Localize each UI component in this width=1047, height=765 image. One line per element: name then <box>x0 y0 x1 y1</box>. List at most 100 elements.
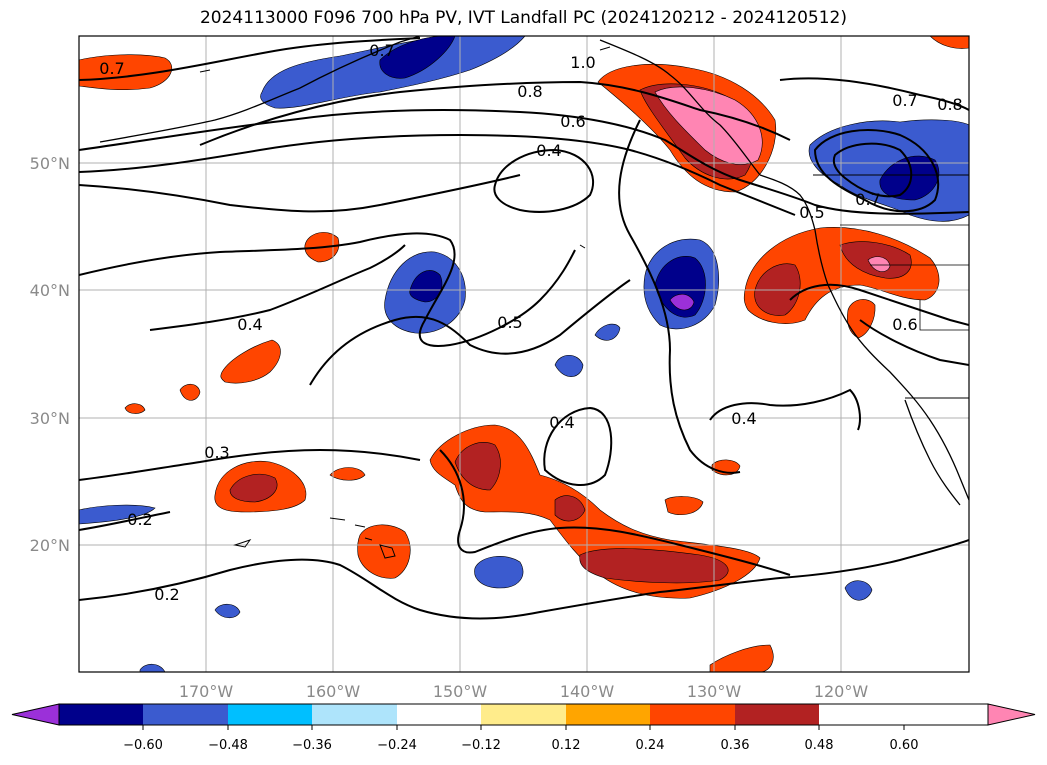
colorbar-segment-5 <box>397 704 481 725</box>
lat-tick-30n: 30°N <box>30 409 70 428</box>
contour-label-11: 0.4 <box>237 315 262 334</box>
cb-label-4: −0.24 <box>377 738 417 753</box>
contour-14 <box>439 449 791 576</box>
pos-region-small-c <box>664 496 704 515</box>
contour-label-2: 1.0 <box>570 53 595 72</box>
neg-region-bottom <box>139 663 166 672</box>
neg-region-east-pacific-min <box>669 293 695 311</box>
contour-east-1 <box>779 77 969 111</box>
pos-region-subtrop-w <box>220 339 281 384</box>
pos-region-sf <box>847 299 876 339</box>
neg-region-small-1 <box>554 354 584 377</box>
contour-label-16: 0.3 <box>204 443 229 462</box>
pos-region-central-inner-3 <box>554 495 586 522</box>
contour-7 <box>79 232 576 347</box>
coastlines <box>99 36 969 559</box>
contour-bc-loop <box>813 129 940 213</box>
colorbar: −0.60 −0.48 −0.36 −0.24 −0.12 0.12 0.24 … <box>11 703 1036 753</box>
lon-tick-170w: 170°W <box>179 682 234 701</box>
cb-label-2: −0.48 <box>208 738 248 753</box>
contour-label-5: 0.6 <box>560 112 585 131</box>
contour-15 <box>79 539 969 620</box>
pos-region-hawaii-blob <box>357 524 411 579</box>
colorbar-extend-low <box>11 703 60 726</box>
contour-labels: 0.7 1.0 0.7 0.8 0.6 0.4 0.8 0.7 0.5 0.7 … <box>99 41 962 604</box>
contour-bc-loop-2 <box>832 142 913 198</box>
colorbar-segment-3 <box>228 704 312 725</box>
colorbar-segment-4 <box>312 704 397 725</box>
contour-9 <box>309 279 631 386</box>
colorbar-ticks <box>142 725 905 730</box>
contour-label-9: 0.5 <box>799 203 824 222</box>
pos-region-central-inner <box>454 442 501 491</box>
contour-10 <box>618 119 741 474</box>
contour-12 <box>543 406 613 487</box>
coastline-bc-islands <box>759 174 816 231</box>
colorbar-segment-1 <box>59 704 143 725</box>
cb-label-6: 0.12 <box>552 738 581 753</box>
cb-label-7: 0.24 <box>636 738 665 753</box>
contour-label-18: 0.2 <box>154 585 179 604</box>
contour-label-17: 0.2 <box>127 510 152 529</box>
longitude-ticks: 170°W 160°W 150°W 140°W 130°W 120°W <box>179 682 869 701</box>
cb-label-10: 0.60 <box>890 738 919 753</box>
contour-label-10: 0.7 <box>855 190 880 209</box>
pos-region-tiny-1 <box>179 383 201 401</box>
contour-label-4: 0.8 <box>517 82 542 101</box>
contour-east-2 <box>789 283 969 326</box>
coastline-small-islands <box>233 517 366 548</box>
contour-label-14: 0.4 <box>549 413 574 432</box>
pos-region-central-inner-2 <box>579 548 729 584</box>
colorbar-frame <box>58 703 989 726</box>
colorbar-segment-9 <box>735 704 819 725</box>
coastline-us-west <box>814 229 969 501</box>
plot-frame <box>78 35 970 673</box>
contour-east-3 <box>859 319 969 366</box>
coastline-hawaii <box>364 537 396 559</box>
lon-tick-140w: 140°W <box>560 682 615 701</box>
pos-region-ca-max <box>867 256 891 272</box>
lat-tick-20n: 20°N <box>30 536 70 555</box>
pos-region-coast-ak-max <box>654 86 763 165</box>
colorbar-labels: −0.60 −0.48 −0.36 −0.24 −0.12 0.12 0.24 … <box>123 738 918 753</box>
contour-label-12: 0.5 <box>497 313 522 332</box>
contour-label-13: 0.6 <box>892 315 917 334</box>
latitude-ticks: 20°N 30°N 40°N 50°N <box>30 154 70 555</box>
cb-label-8: 0.36 <box>721 738 750 753</box>
contour-5 <box>79 174 521 213</box>
pv-contours <box>79 37 969 620</box>
neg-region-baja <box>844 580 873 601</box>
coastline-hudson-dots <box>199 46 611 249</box>
cb-label-5: −0.12 <box>461 738 501 753</box>
colorbar-segment-6 <box>481 704 566 725</box>
contour-6-loop <box>493 148 595 213</box>
coastline-alaska-peninsula <box>99 36 421 143</box>
contour-label-7: 0.8 <box>937 95 962 114</box>
contour-13 <box>79 448 421 481</box>
neg-region-hawaii <box>214 603 241 619</box>
map-title: 2024113000 F096 700 hPa PV, IVT Landfall… <box>199 8 847 28</box>
contour-label-6: 0.4 <box>536 141 561 160</box>
contour-label-8: 0.7 <box>892 91 917 110</box>
colorbar-segment-7 <box>566 704 650 725</box>
neg-region-subtropic <box>474 556 524 589</box>
contour-2 <box>199 80 791 146</box>
positive-pc-regions <box>79 36 969 672</box>
contour-1 <box>79 37 421 81</box>
cb-label-9: 0.48 <box>805 738 834 753</box>
contour-3 <box>79 109 969 215</box>
lat-tick-40n: 40°N <box>30 281 70 300</box>
cb-label-1: −0.60 <box>123 738 163 753</box>
lat-tick-50n: 50°N <box>30 154 70 173</box>
colorbar-segments <box>59 704 819 725</box>
coastline-baja <box>904 399 961 506</box>
neg-region-small-2 <box>594 323 621 341</box>
neg-region-gulf-alaska-core <box>379 36 456 79</box>
contour-label-1: 0.7 <box>99 59 124 78</box>
lon-tick-160w: 160°W <box>306 682 361 701</box>
contour-16 <box>79 511 171 531</box>
cb-label-3: −0.36 <box>292 738 332 753</box>
pos-region-ne-corner <box>929 36 969 49</box>
pos-region-bering <box>79 54 173 91</box>
